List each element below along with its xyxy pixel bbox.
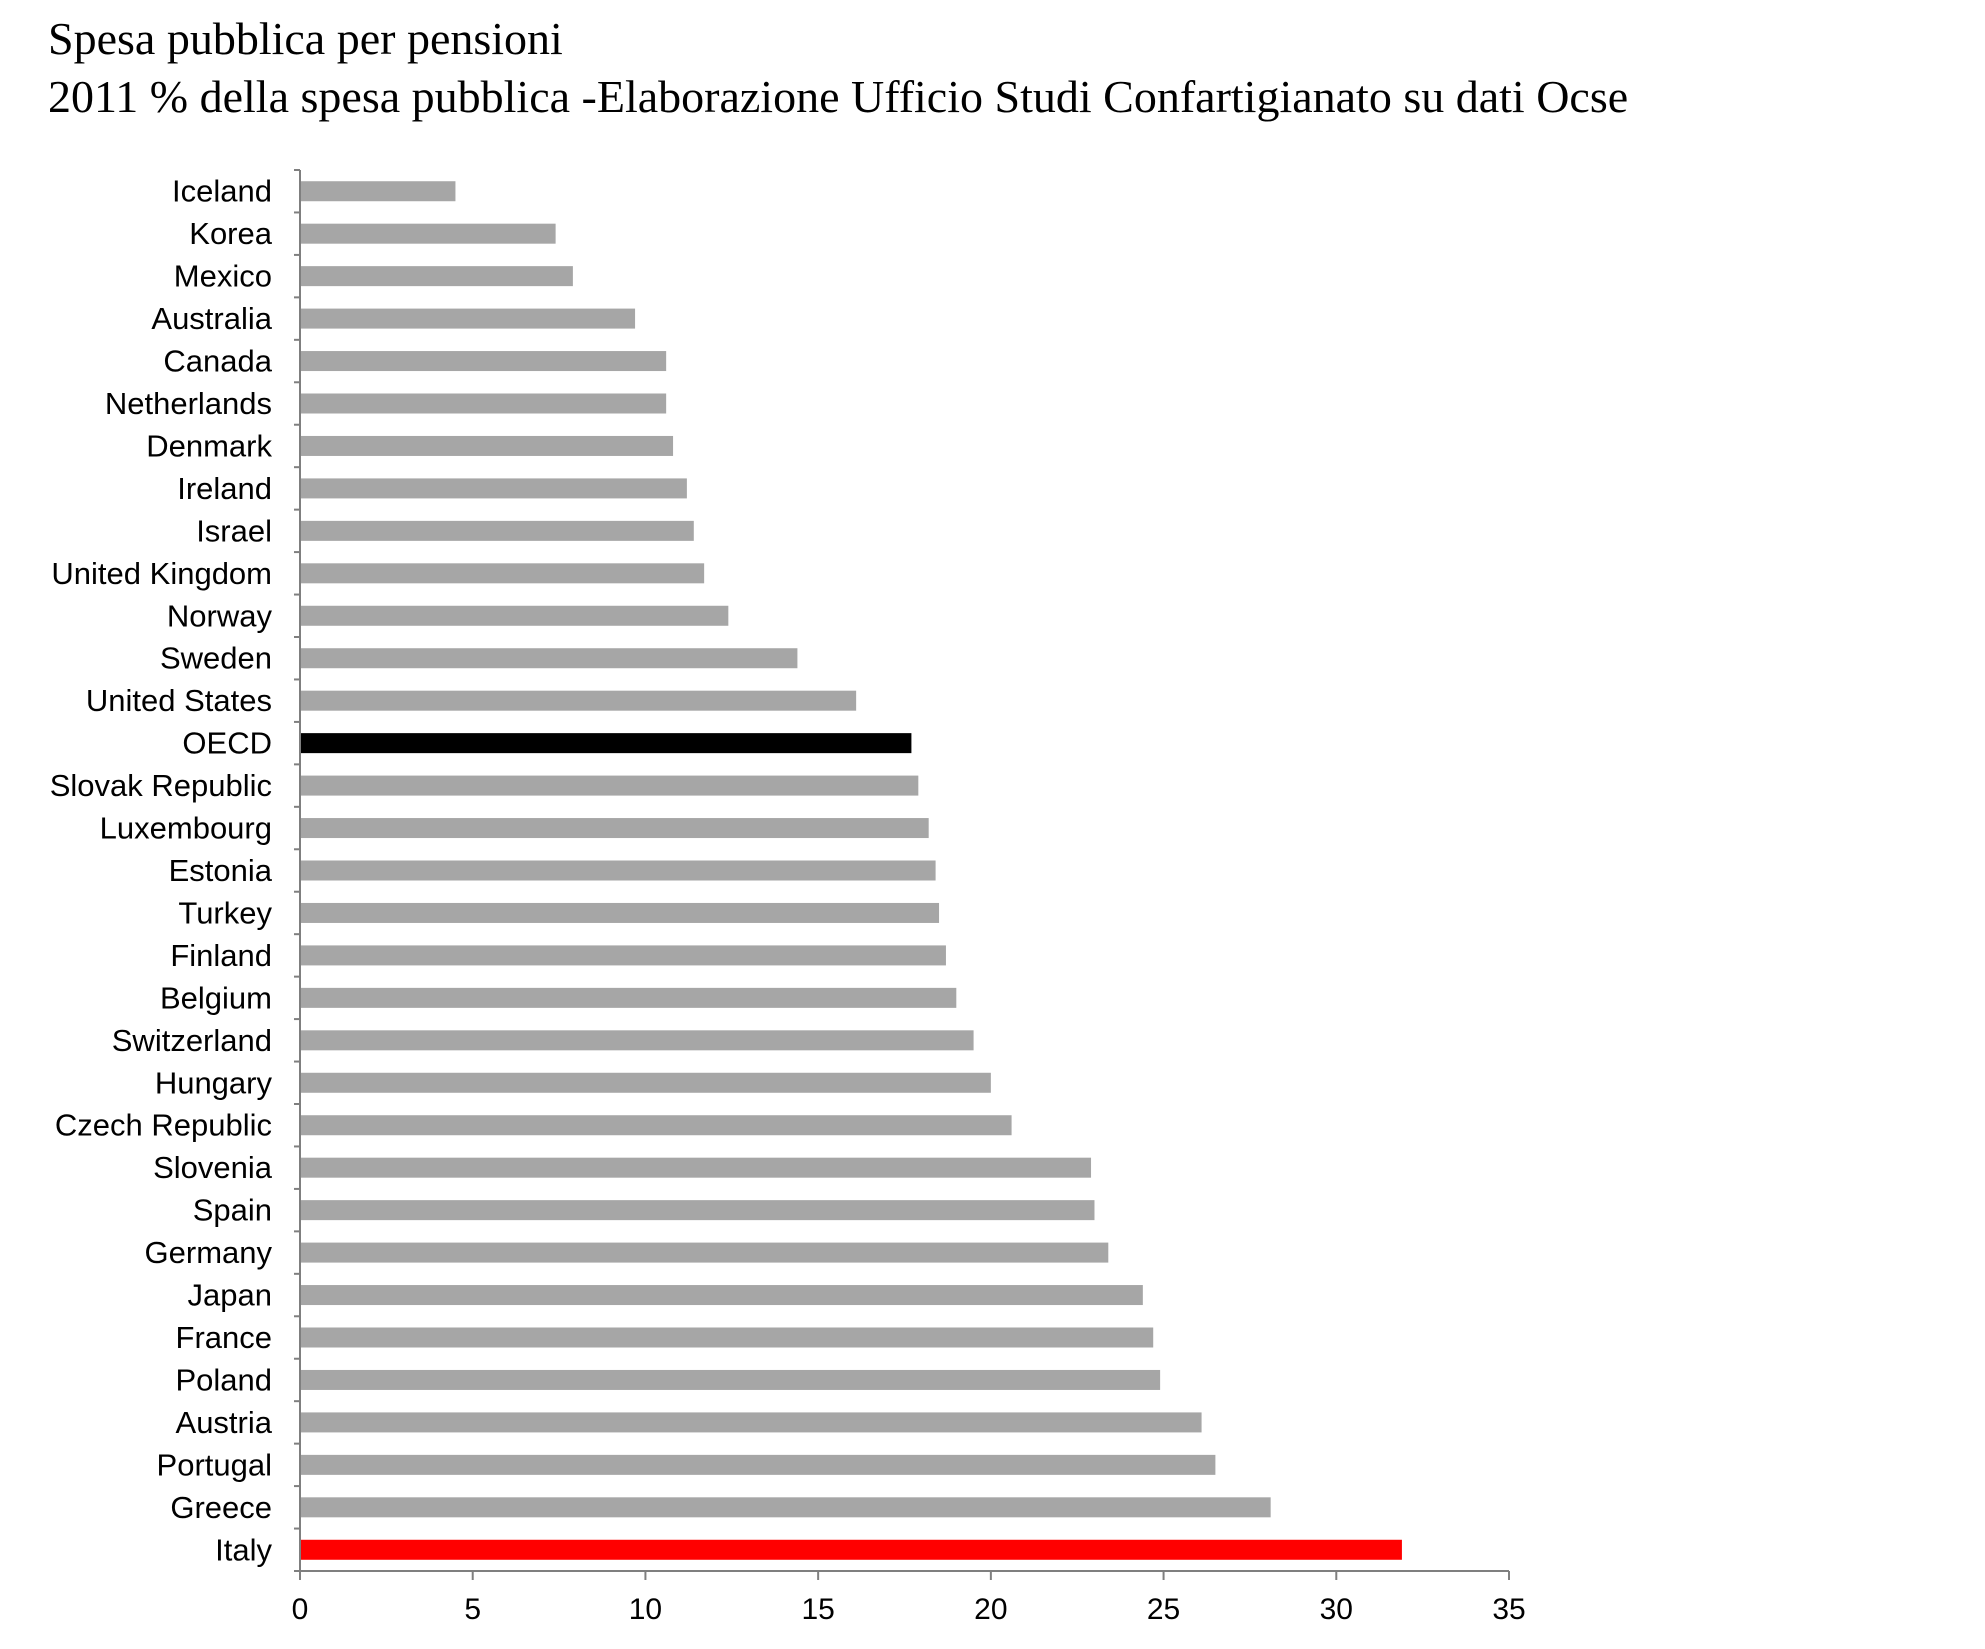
- category-label-germany: Germany: [145, 1235, 273, 1270]
- chart-title-block: Spesa pubblica per pensioni 2011 % della…: [48, 10, 1628, 126]
- bar-oecd: [301, 733, 912, 754]
- category-label-italy: Italy: [215, 1532, 272, 1567]
- category-label-iceland: Iceland: [172, 174, 272, 209]
- bar-czech-republic: [301, 1115, 1012, 1136]
- category-label-france: France: [176, 1320, 272, 1355]
- x-tick-label-35: 35: [1492, 1593, 1525, 1626]
- x-tick-label-10: 10: [629, 1593, 662, 1626]
- category-label-canada: Canada: [163, 344, 272, 379]
- category-label-finland: Finland: [170, 938, 272, 973]
- x-tick-label-30: 30: [1320, 1593, 1353, 1626]
- category-label-slovak-republic: Slovak Republic: [50, 768, 272, 803]
- bar-canada: [301, 351, 667, 372]
- category-label-portugal: Portugal: [157, 1447, 272, 1482]
- category-label-australia: Australia: [151, 301, 272, 336]
- category-label-sweden: Sweden: [160, 641, 272, 676]
- x-tick-label-15: 15: [801, 1593, 834, 1626]
- bar-netherlands: [301, 393, 667, 414]
- bar-turkey: [301, 902, 940, 923]
- category-label-ireland: Ireland: [177, 471, 272, 506]
- category-label-norway: Norway: [167, 598, 273, 633]
- category-label-japan: Japan: [188, 1278, 272, 1313]
- bar-france: [301, 1327, 1154, 1348]
- category-label-estonia: Estonia: [169, 853, 273, 888]
- bar-sweden: [301, 648, 798, 669]
- bar-germany: [301, 1242, 1109, 1263]
- bar-italy: [301, 1539, 1402, 1560]
- bar-denmark: [301, 435, 674, 456]
- category-label-mexico: Mexico: [174, 259, 272, 294]
- bar-australia: [301, 308, 636, 329]
- category-label-turkey: Turkey: [178, 895, 272, 930]
- x-tick-label-5: 5: [464, 1593, 481, 1626]
- bar-austria: [301, 1412, 1202, 1433]
- bar-portugal: [301, 1454, 1216, 1475]
- bar-norway: [301, 605, 729, 626]
- category-label-belgium: Belgium: [160, 980, 272, 1015]
- bar-israel: [301, 520, 694, 541]
- bar-luxembourg: [301, 818, 929, 839]
- category-label-spain: Spain: [193, 1193, 272, 1228]
- bar-ireland: [301, 478, 687, 499]
- x-tick-label-20: 20: [974, 1593, 1007, 1626]
- x-tick-label-0: 0: [292, 1593, 309, 1626]
- chart-title: Spesa pubblica per pensioni: [48, 13, 563, 64]
- category-label-slovenia: Slovenia: [153, 1150, 273, 1185]
- bar-poland: [301, 1369, 1161, 1390]
- bar-finland: [301, 945, 946, 966]
- category-label-luxembourg: Luxembourg: [100, 811, 272, 846]
- category-label-czech-republic: Czech Republic: [55, 1108, 272, 1143]
- x-tick-label-25: 25: [1147, 1593, 1180, 1626]
- chart-subtitle: 2011 % della spesa pubblica -Elaborazion…: [48, 71, 1629, 122]
- category-label-israel: Israel: [196, 513, 272, 548]
- bar-slovenia: [301, 1157, 1092, 1178]
- bar-belgium: [301, 987, 957, 1008]
- category-label-denmark: Denmark: [146, 428, 272, 463]
- bar-iceland: [301, 181, 456, 202]
- category-label-hungary: Hungary: [155, 1065, 273, 1100]
- bar-greece: [301, 1497, 1271, 1518]
- bar-switzerland: [301, 1030, 974, 1051]
- category-label-oecd: OECD: [182, 726, 272, 761]
- bar-united-kingdom: [301, 563, 705, 584]
- category-label-united-states: United States: [86, 683, 272, 718]
- category-label-korea: Korea: [189, 216, 272, 251]
- category-label-switzerland: Switzerland: [112, 1023, 272, 1058]
- bar-japan: [301, 1285, 1143, 1306]
- category-label-austria: Austria: [176, 1405, 273, 1440]
- bar-korea: [301, 223, 556, 244]
- category-label-poland: Poland: [175, 1362, 272, 1397]
- category-label-netherlands: Netherlands: [105, 386, 272, 421]
- bar-mexico: [301, 266, 573, 287]
- category-label-greece: Greece: [170, 1490, 272, 1525]
- category-label-united-kingdom: United Kingdom: [51, 556, 272, 591]
- bar-spain: [301, 1200, 1095, 1221]
- bar-slovak-republic: [301, 775, 919, 796]
- bar-estonia: [301, 860, 936, 881]
- bar-united-states: [301, 690, 857, 711]
- bar-hungary: [301, 1072, 991, 1093]
